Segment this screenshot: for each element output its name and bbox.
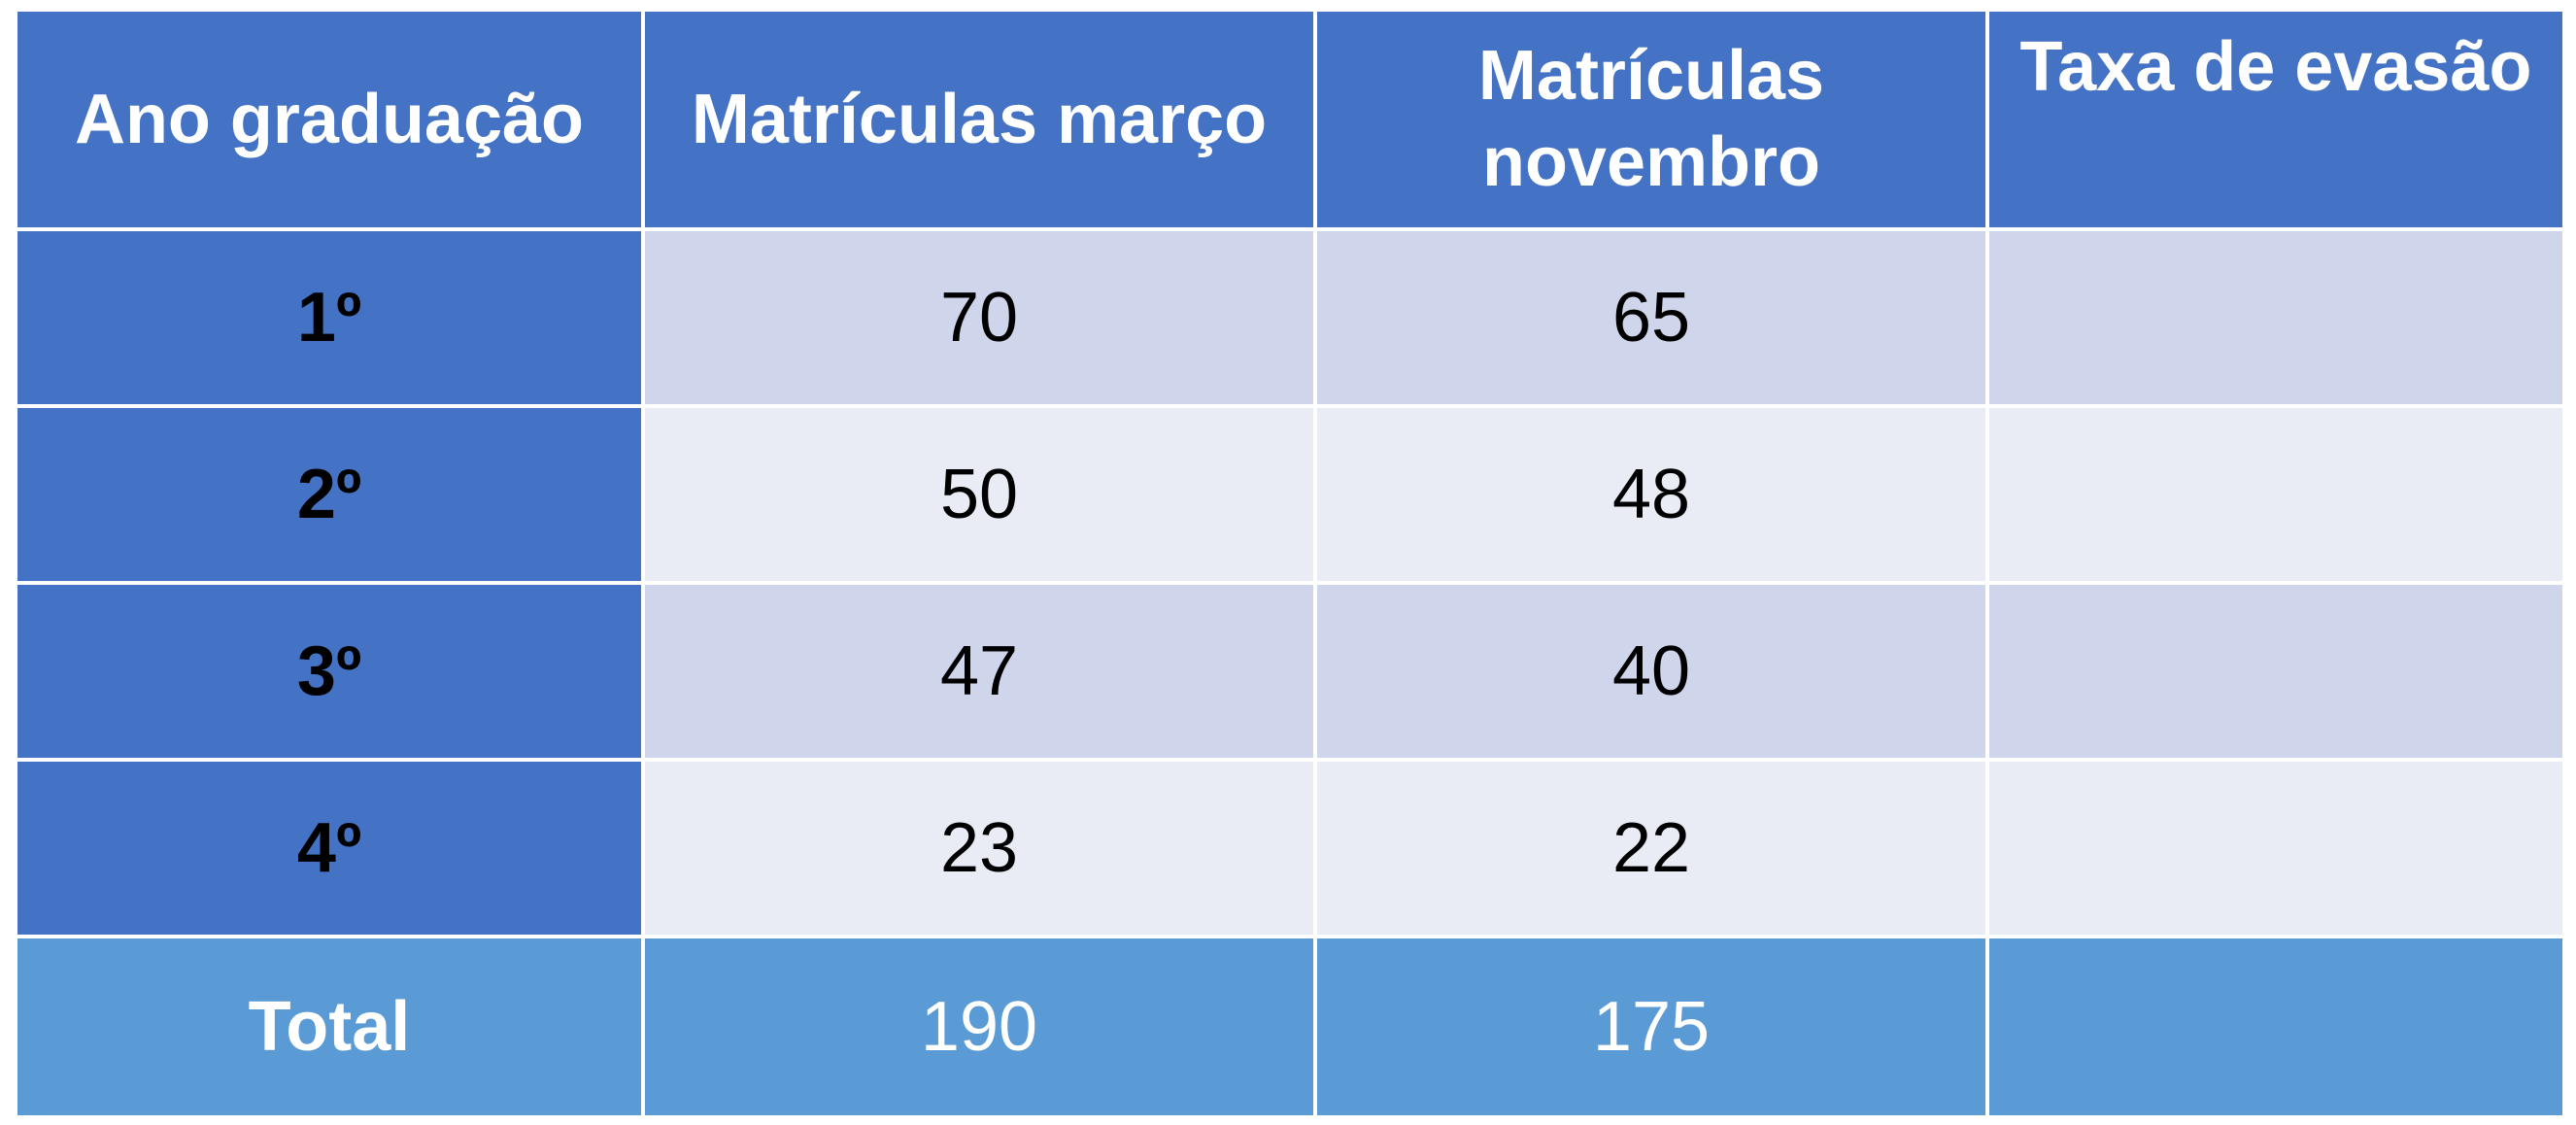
cell-matriculas-novembro: 65 [1313, 227, 1989, 408]
total-matriculas-marco: 190 [641, 935, 1317, 1119]
cell-matriculas-marco: 50 [641, 404, 1317, 585]
row-label-ano: 4º [14, 758, 645, 938]
header-taxa-evasao: Taxa de evasão [1985, 8, 2566, 231]
header-novembro-line1: Matrículas [1477, 37, 1825, 116]
row-label-ano: 2º [14, 404, 645, 585]
total-taxa-evasao [1985, 935, 2566, 1119]
table-row: 4º 23 22 [14, 758, 2566, 938]
header-ano-graduacao: Ano graduação [14, 8, 645, 231]
cell-matriculas-marco: 47 [641, 581, 1317, 762]
header-novembro-line2: novembro [1481, 123, 1821, 201]
table-row: 2º 50 48 [14, 404, 2566, 585]
header-matriculas-novembro: Matrículas novembro [1313, 8, 1989, 231]
total-label: Total [14, 935, 645, 1119]
cell-taxa-evasao [1985, 758, 2566, 938]
row-label-ano: 3º [14, 581, 645, 762]
cell-taxa-evasao [1985, 404, 2566, 585]
cell-taxa-evasao [1985, 227, 2566, 408]
header-matriculas-marco: Matrículas março [641, 8, 1317, 231]
total-matriculas-novembro: 175 [1313, 935, 1989, 1119]
enrollment-table-container: Ano graduação Matrículas março Matrícula… [14, 8, 2566, 1119]
cell-matriculas-marco: 23 [641, 758, 1317, 938]
cell-taxa-evasao [1985, 581, 2566, 762]
total-row: Total 190 175 [14, 935, 2566, 1119]
row-label-ano: 1º [14, 227, 645, 408]
table-row: 1º 70 65 [14, 227, 2566, 408]
cell-matriculas-novembro: 40 [1313, 581, 1989, 762]
enrollment-table: Ano graduação Matrículas março Matrícula… [14, 8, 2566, 1119]
cell-matriculas-novembro: 22 [1313, 758, 1989, 938]
table-row: 3º 47 40 [14, 581, 2566, 762]
cell-matriculas-marco: 70 [641, 227, 1317, 408]
cell-matriculas-novembro: 48 [1313, 404, 1989, 585]
header-row: Ano graduação Matrículas março Matrícula… [14, 8, 2566, 231]
